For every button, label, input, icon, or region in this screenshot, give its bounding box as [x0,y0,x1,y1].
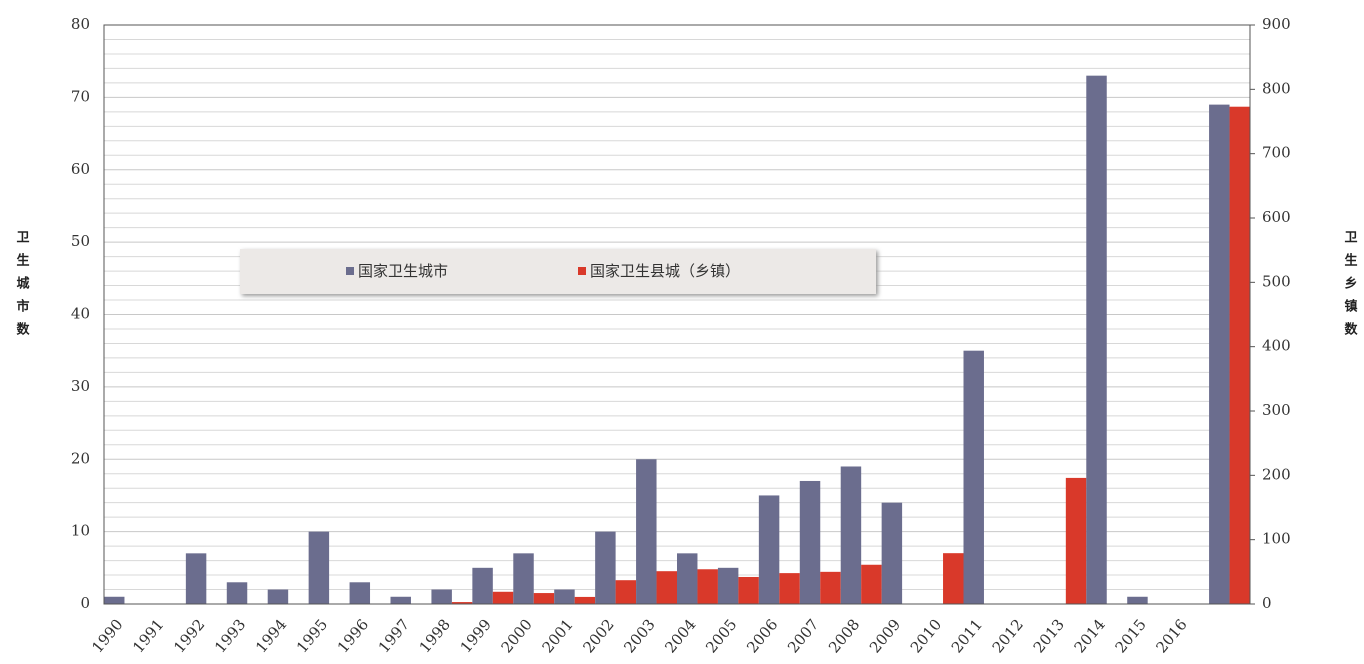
bar [1229,106,1250,604]
y-tick-label: 20 [71,449,90,467]
bar [533,593,555,604]
legend: 国家卫生城市 国家卫生县城（乡镇） [346,262,740,280]
y2-tick-label: 800 [1262,79,1291,97]
y-tick-label: 40 [71,305,90,323]
legend-label: 国家卫生城市 [358,262,448,280]
x-tick-label: 1996 [334,616,372,657]
bar [677,553,698,604]
x-tick-label: 2010 [907,616,945,657]
bars [104,75,1250,605]
bar [779,573,800,604]
plot-frame [103,24,1251,605]
bar [636,459,657,604]
bar [758,495,780,604]
bar [1127,596,1148,604]
x-tick-label: 2012 [989,616,1027,657]
y2-tick-label: 900 [1262,15,1291,33]
x-tick-label: 2003 [620,616,658,657]
x-tick-label: 2011 [948,616,986,657]
legend-swatch [346,267,354,275]
x-tick-label: 2009 [866,616,904,657]
bar [615,580,637,604]
bar [943,553,964,604]
bar [185,553,207,604]
y2-tick-label: 600 [1262,208,1291,226]
axis-title: 卫生城市数 [14,230,30,345]
y2-tick-label: 500 [1262,272,1291,290]
y2-tick-label: 200 [1262,465,1291,483]
bar [1065,477,1087,604]
x-tick-label: 1997 [375,616,413,657]
y-tick-label: 30 [71,377,90,395]
x-tick-label: 1993 [211,616,249,657]
x-tick-label: 2004 [661,616,699,657]
bar [840,466,862,604]
grid [104,24,1250,605]
bar [308,531,330,604]
x-tick-label: 1994 [252,616,290,657]
y-tick-label: 10 [71,522,90,540]
legend-label: 国家卫生县城（乡镇） [590,262,740,280]
bar [738,576,759,604]
bar [472,567,493,604]
x-tick-label: 1995 [293,616,331,657]
bar [697,569,718,604]
bar [1209,104,1230,605]
y2-tick-label: 100 [1262,530,1291,548]
x-tick-label: 2000 [498,616,536,657]
legend-swatch [578,267,586,275]
x-tick-label: 2005 [702,616,740,657]
x-tick-label: 1998 [416,616,454,657]
bar [717,567,739,604]
bar [226,582,248,604]
bar [861,564,882,604]
bar [656,571,677,604]
bar [492,591,514,604]
bar [349,582,371,604]
bar [1086,75,1107,605]
bar [267,589,289,604]
x-tick-label: 1992 [170,616,208,657]
bar [595,531,616,604]
x-tick-label: 1999 [457,616,495,657]
x-tick-label: 2013 [1030,616,1068,657]
x-tick-label: 2016 [1152,616,1190,657]
bar [104,596,125,604]
bar [554,589,575,604]
y2-tick-label: 400 [1262,337,1291,355]
bar [451,602,473,604]
x-tick-label: 2008 [825,616,863,657]
bar [820,571,841,604]
bar [431,589,452,604]
bar [390,596,411,604]
y-tick-label: 0 [80,594,90,612]
x-tick-label: 1991 [129,616,167,657]
bar [799,480,821,604]
bar [963,350,984,604]
y2-tick-label: 0 [1262,594,1272,612]
x-tick-label: 2015 [1111,616,1149,657]
y2-tick-label: 300 [1262,401,1291,419]
x-tick-label: 2006 [743,616,781,657]
x-tick-label: 2014 [1071,616,1109,657]
x-tick-label: 2001 [538,616,576,657]
axis-title: 卫生乡镇数 [1342,230,1358,345]
bar [574,596,596,604]
y-tick-label: 80 [71,15,90,33]
x-tick-label: 1990 [88,616,126,657]
y2-tick-label: 700 [1262,144,1291,162]
y-tick-label: 70 [71,87,90,105]
x-tick-label: 2007 [784,616,822,657]
bar [513,553,534,604]
x-tick-label: 2002 [579,616,617,657]
y-tick-label: 60 [71,160,90,178]
legend-box [240,249,876,294]
y-tick-label: 50 [71,232,90,250]
bar [881,502,903,604]
